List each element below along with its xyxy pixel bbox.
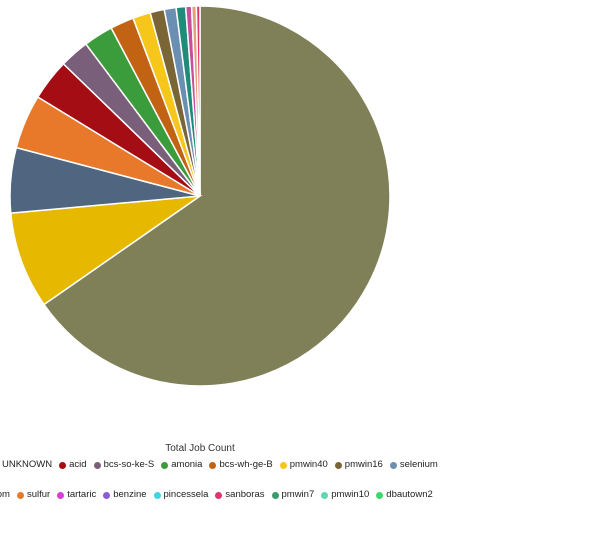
legend-swatch [389,461,397,469]
legend-label: bcs-so-ke-S [103,459,155,470]
legend-row: com sulfur tartaric benzine pincessela sanbor… [0,488,596,504]
legend-label: bcs-wh-ge-B [219,459,273,470]
legend-item[interactable]: sulfur [16,488,51,502]
legend-swatch [215,491,223,499]
legend-swatch [321,491,329,499]
legend-item[interactable]: acid [59,458,87,472]
legend-label: pmwin40 [289,459,328,470]
pie-slice-0[interactable] [42,5,391,387]
pie-plot [9,5,391,387]
pie-slice-14[interactable] [195,5,201,197]
legend-swatch [59,461,67,469]
legend-item[interactable]: dbautown2 [376,488,433,502]
legend-swatch [271,491,279,499]
legend-item[interactable]: pmwin16 [334,458,383,472]
legend-label: com [0,489,10,500]
legend-swatch [16,491,24,499]
legend-label: selenium [399,459,438,470]
legend-item[interactable]: pmwin10 [321,488,369,502]
legend-swatch [161,461,169,469]
pie-slice-1[interactable] [9,194,203,306]
legend-swatch [153,491,161,499]
legend-label: dbautown2 [386,489,433,500]
legend-item[interactable]: benzine [103,488,147,502]
legend-label: amonia [171,459,203,470]
legend-label: sanboras [225,489,265,500]
legend-item[interactable]: bcs-wh-ge-B [209,458,273,472]
legend-item[interactable]: amonia [161,458,202,472]
legend-swatch [57,491,65,499]
legend-label: benzine [113,489,147,500]
legend-label: pmwin7 [281,489,315,500]
legend-label: pincessela [163,489,209,500]
legend-label: UNKNOWN [2,459,53,470]
legend-swatch [93,461,101,469]
legend-item[interactable]: com [0,488,10,502]
legend-item[interactable]: pincessela [153,488,209,502]
legend-item[interactable]: pmwin40 [279,458,328,472]
legend-swatch [334,461,342,469]
legend-item[interactable]: pmwin7 [271,488,315,502]
legend-item[interactable]: tartaric [57,488,96,502]
legend-swatch [103,491,111,499]
legend-row: UNKNOWN acid bcs-so-ke-S amonia bcs-wh-ge-B p… [0,458,606,474]
legend-label: acid [69,459,87,470]
legend-item[interactable]: sanboras [215,488,265,502]
legend-label: pmwin10 [331,489,370,500]
legend-swatch [209,461,217,469]
legend-item[interactable]: bcs-so-ke-S [93,458,155,472]
legend-swatch [279,461,287,469]
legend-item[interactable]: UNKNOWN [0,458,52,472]
legend-item[interactable]: selenium [389,458,438,472]
legend-title: Total Job Count [165,443,235,454]
legend-label: sulfur [26,489,51,500]
legend-label: pmwin16 [344,459,383,470]
legend-swatch [376,491,384,499]
legend-label: tartaric [67,489,97,500]
